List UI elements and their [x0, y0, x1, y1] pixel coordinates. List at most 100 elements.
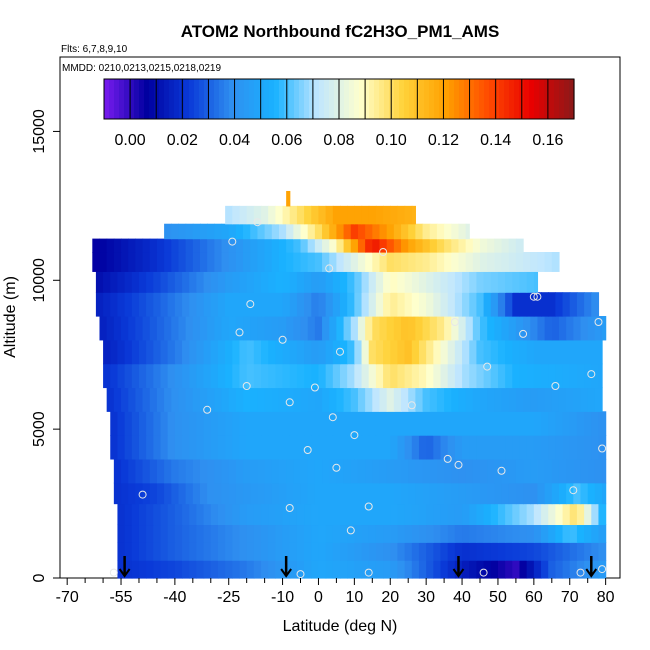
- heatmap-cell: [275, 542, 284, 561]
- heatmap-cell: [497, 363, 506, 389]
- heatmap-cell: [433, 435, 442, 460]
- heatmap-cell: [397, 560, 406, 579]
- heatmap-cell: [375, 560, 384, 579]
- heatmap-cell: [530, 458, 539, 484]
- heatmap-cell: [440, 503, 449, 526]
- heatmap-cell: [174, 560, 183, 579]
- colorbar-segment: [219, 79, 225, 119]
- heatmap-cell: [523, 252, 531, 272]
- heatmap-cell: [354, 542, 363, 561]
- heatmap-cell: [365, 238, 373, 253]
- heatmap-cell: [365, 252, 373, 272]
- heatmap-cell: [343, 482, 352, 505]
- colorbar-segment: [489, 79, 495, 119]
- heatmap-cell: [196, 560, 205, 579]
- heatmap-cell: [462, 560, 470, 579]
- sample-point: [479, 568, 488, 577]
- sample-point: [228, 237, 237, 246]
- heatmap-cell: [447, 560, 456, 579]
- heatmap-cell: [142, 316, 151, 341]
- heatmap-cell: [512, 542, 521, 561]
- heatmap-cell: [483, 292, 492, 317]
- colorbar-segment: [409, 79, 415, 119]
- heatmap-cell: [368, 271, 377, 293]
- heatmap-cell: [393, 238, 402, 253]
- heatmap-cell: [296, 542, 305, 561]
- heatmap-cell: [418, 339, 427, 365]
- heatmap-cell: [361, 542, 370, 561]
- heatmap-cell: [476, 363, 485, 389]
- heatmap-cell: [325, 271, 334, 293]
- heatmap-cell: [494, 316, 503, 341]
- heatmap-cell: [124, 435, 133, 460]
- colorbar-segment: [424, 79, 430, 119]
- colorbar-segment: [364, 79, 370, 119]
- heatmap-cell: [476, 542, 485, 561]
- heatmap-cell: [408, 252, 416, 272]
- heatmap-cell: [591, 411, 600, 436]
- heatmap-cell: [530, 482, 539, 505]
- heatmap-cell: [210, 339, 219, 365]
- heatmap-cell: [304, 542, 312, 561]
- heatmap-cell: [343, 252, 352, 272]
- heatmap-cell: [368, 292, 377, 317]
- heatmap-cell: [235, 223, 244, 240]
- colorbar-tick-label: 0.08: [323, 132, 354, 149]
- sample-point: [336, 347, 344, 356]
- heatmap-cell: [92, 238, 101, 253]
- heatmap-cell: [458, 458, 467, 484]
- heatmap-cell: [286, 238, 294, 253]
- heatmap-cell: [555, 411, 564, 436]
- heatmap-cell: [415, 252, 424, 272]
- heatmap-cell: [235, 458, 244, 484]
- heatmap-cell: [307, 223, 316, 240]
- heatmap-cell: [296, 363, 305, 389]
- colorbar-segment: [299, 79, 305, 119]
- heatmap-cell: [361, 292, 370, 317]
- heatmap-cell: [497, 524, 506, 543]
- heatmap-cell: [361, 524, 370, 543]
- heatmap-cell: [483, 542, 492, 561]
- heatmap-cell: [562, 435, 571, 460]
- heatmap-cell: [573, 316, 582, 341]
- heatmap-cell: [160, 292, 169, 317]
- heatmap-cell: [562, 292, 571, 317]
- heatmap-row: [95, 271, 539, 293]
- heatmap-cell: [580, 316, 589, 341]
- heatmap-cell: [462, 363, 470, 389]
- heatmap-row: [106, 387, 603, 412]
- heatmap-cell: [533, 363, 542, 389]
- colorbar-segment: [189, 79, 195, 119]
- heatmap-cell: [329, 482, 338, 505]
- heatmap-row: [225, 205, 416, 225]
- heatmap-cell: [476, 339, 485, 365]
- colorbar-segment: [479, 79, 485, 119]
- heatmap-cell: [225, 542, 233, 561]
- heatmap-cell: [268, 411, 276, 436]
- heatmap-cell: [533, 542, 542, 561]
- heatmap-cell: [490, 292, 499, 317]
- heatmap-cell: [404, 503, 413, 526]
- heatmap-cell: [490, 271, 499, 293]
- colorbar-segment: [224, 79, 230, 119]
- heatmap-cell: [375, 411, 384, 436]
- heatmap-cell: [357, 387, 366, 412]
- heatmap-cell: [505, 542, 513, 561]
- heatmap-cell: [221, 252, 230, 272]
- sample-point: [235, 328, 244, 337]
- heatmap-cell: [243, 387, 251, 412]
- heatmap-cell: [411, 435, 420, 460]
- heatmap-cell: [440, 560, 449, 579]
- heatmap-cell: [523, 316, 531, 341]
- heatmap-cell: [379, 223, 388, 240]
- heatmap-cell: [239, 542, 248, 561]
- heatmap-cell: [551, 316, 560, 341]
- heatmap-cell: [246, 339, 255, 365]
- heatmap-cell: [293, 252, 302, 272]
- heatmap-cell: [322, 387, 330, 412]
- sample-point: [529, 292, 538, 301]
- heatmap-cell: [368, 542, 377, 561]
- heatmap-cell: [200, 458, 208, 484]
- heatmap-cell: [253, 271, 262, 293]
- colorbar-segment: [539, 79, 545, 119]
